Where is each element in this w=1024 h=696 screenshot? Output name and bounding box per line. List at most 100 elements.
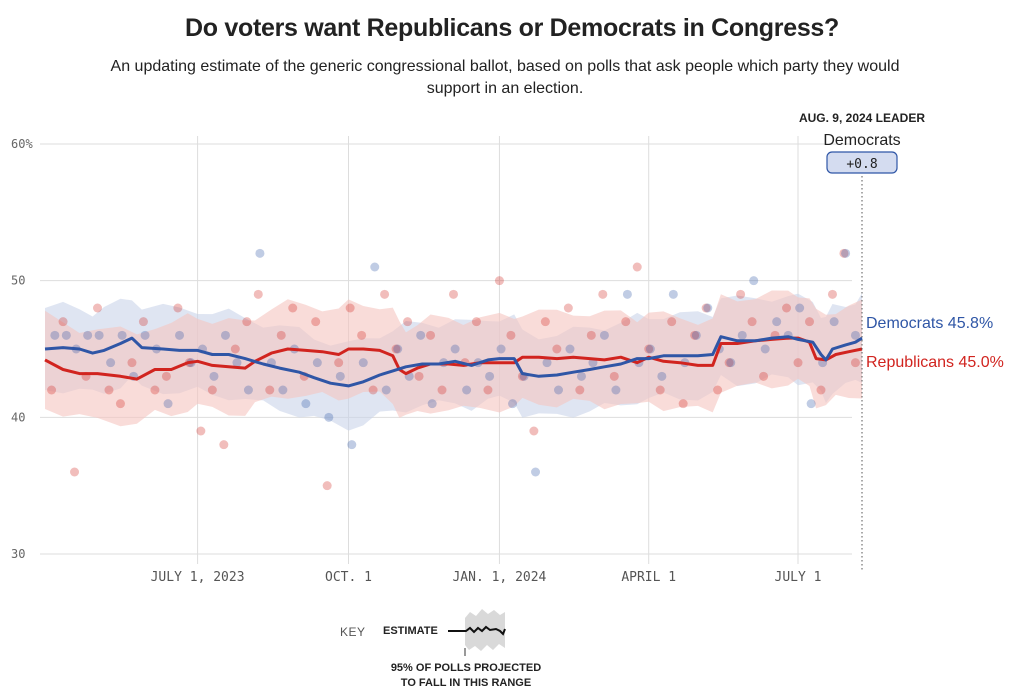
democrat-poll-dot [565,344,575,354]
leader-margin-badge [826,151,898,174]
chart-subtitle: An updating estimate of the generic cong… [110,58,900,97]
republican-poll-dot [242,317,252,327]
democrat-poll-dot [358,358,368,368]
democrat-poll-dot [806,399,816,409]
republican-poll-dot [724,358,734,368]
republican-poll-dot [678,399,688,409]
republican-poll-dot [575,385,585,395]
democrat-poll-dot [760,344,770,354]
republican-poll-dot [759,371,769,381]
republican-poll-dot [621,317,631,327]
republican-poll-dot [506,330,516,340]
republican-poll-dot [368,385,378,395]
republican-poll-dot [322,481,332,491]
democrat-poll-dot [117,330,127,340]
x-axis-ticks: JULY 1, 2023 OCT. 1 JAN. 1, 2024 APRIL 1 JUL… [151,570,822,585]
democrat-poll-dot [772,317,782,327]
democrat-poll-dot [312,358,322,368]
republican-poll-dot [196,426,206,436]
key-range-line-2: TO FALL IN THIS RANGE [400,677,532,689]
democrat-poll-dot [232,358,242,368]
republican-poll-dot [357,330,367,340]
democrat-poll-dot [255,248,265,258]
x-tick-label: JULY 1, 2023 [151,570,245,585]
democrat-poll-dot [553,385,563,395]
republican-poll-dot [127,358,137,368]
democrat-poll-dot [393,344,403,354]
republican-poll-dot [483,385,493,395]
republican-poll-dot [47,385,57,395]
democrat-poll-dot [611,385,621,395]
republican-poll-dot [747,317,757,327]
republican-poll-dot [701,303,711,313]
republican-poll-dot [736,289,746,299]
republican-poll-dot [345,303,355,313]
republican-poll-dot [276,330,286,340]
republican-poll-dot [850,358,860,368]
democrat-poll-dot [347,440,357,450]
republican-poll-dot [265,385,275,395]
republican-poll-dot [805,317,815,327]
republican-poll-dot [92,303,102,313]
republican-poll-dot [426,330,436,340]
republican-poll-dot [150,385,160,395]
republican-poll-dot [58,317,68,327]
key-graphic [448,609,506,656]
republican-poll-dot [288,303,298,313]
key-range-label: 95% OF POLLS PROJECTED TO FALL IN THIS R… [366,661,566,691]
republican-poll-dot [655,385,665,395]
y-tick-label: 60% [11,137,33,151]
republican-poll-dot [529,426,539,436]
key-estimate-line [448,625,506,636]
republican-poll-dot [219,440,229,450]
y-axis-ticks: 30 40 50 60% [11,137,33,561]
republicans-end-label: Republicans 45.0% [866,354,1004,371]
x-tick-label: OCT. 1 [325,570,372,585]
democrat-poll-dot [485,371,495,381]
republican-poll-dot [816,385,826,395]
republican-poll-dot [437,385,447,395]
republican-poll-dot [70,467,80,477]
republican-poll-dot [827,289,837,299]
democrat-poll-dot [175,330,185,340]
republican-poll-dot [115,399,125,409]
republican-poll-dot [138,317,148,327]
republican-poll-dot [173,303,183,313]
democrat-poll-dot [841,248,851,258]
leader-margin-value: +0.8 [846,157,877,172]
democrat-poll-dot [749,276,759,286]
democrat-poll-dot [829,317,839,327]
republican-poll-dot [334,358,344,368]
republican-poll-dot [690,330,700,340]
estimate-lines [44,335,863,388]
democrat-poll-dot [416,330,426,340]
democrat-poll-dot [703,303,713,313]
democrat-poll-dot [163,399,173,409]
republican-poll-dot [253,289,263,299]
democrat-poll-dot [657,371,667,381]
republican-poll-dot [609,371,619,381]
republican-poll-dot [552,344,562,354]
democrat-poll-dot [301,399,311,409]
democrat-poll-dot [370,262,380,272]
republican-poll-dot [230,344,240,354]
democrat-poll-dot [50,330,60,340]
x-tick-label: JAN. 1, 2024 [452,570,546,585]
democrat-poll-dot [462,385,472,395]
democrat-poll-dot [140,330,150,340]
republican-poll-dot [403,317,413,327]
republican-poll-dot [391,344,401,354]
democrat-poll-dot [335,371,345,381]
x-tick-label: JULY 1 [775,570,822,585]
y-tick-label: 40 [11,410,25,424]
democrat-poll-dot [795,303,805,313]
republican-poll-dot [586,330,596,340]
democrat-poll-dot [243,385,253,395]
republican-poll-dot [839,248,849,258]
republican-poll-dot [471,317,481,327]
chart-title: Do voters want Republicans or Democrats … [185,14,839,42]
democrat-poll-dot [278,385,288,395]
democrat-poll-dot [622,289,632,299]
democrats-end-label: Democrats 45.8% [866,315,993,332]
